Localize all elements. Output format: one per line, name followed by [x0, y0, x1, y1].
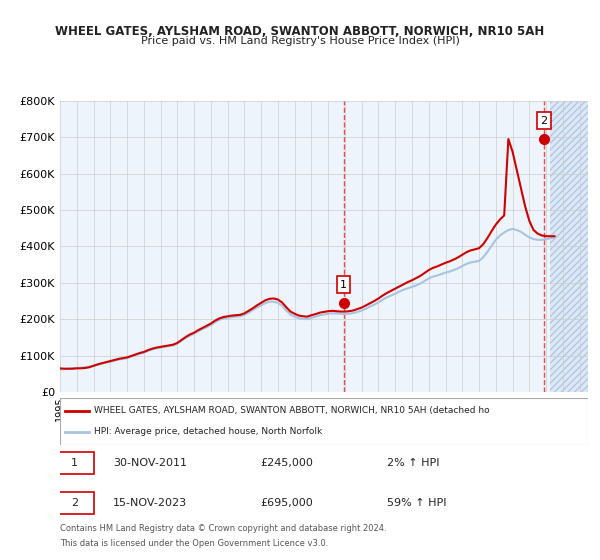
FancyBboxPatch shape — [55, 492, 94, 514]
FancyBboxPatch shape — [60, 398, 588, 445]
Text: 2: 2 — [541, 116, 548, 126]
Text: £695,000: £695,000 — [260, 498, 313, 508]
Text: This data is licensed under the Open Government Licence v3.0.: This data is licensed under the Open Gov… — [60, 539, 328, 548]
Text: 59% ↑ HPI: 59% ↑ HPI — [388, 498, 447, 508]
Text: 1: 1 — [340, 279, 347, 290]
Text: Price paid vs. HM Land Registry's House Price Index (HPI): Price paid vs. HM Land Registry's House … — [140, 36, 460, 46]
Text: 2% ↑ HPI: 2% ↑ HPI — [388, 458, 440, 468]
Text: £245,000: £245,000 — [260, 458, 314, 468]
Text: 15-NOV-2023: 15-NOV-2023 — [113, 498, 187, 508]
FancyBboxPatch shape — [55, 452, 94, 474]
Bar — [550, 101, 588, 392]
Text: Contains HM Land Registry data © Crown copyright and database right 2024.: Contains HM Land Registry data © Crown c… — [60, 524, 386, 533]
Text: 1: 1 — [71, 458, 78, 468]
Text: 2: 2 — [71, 498, 79, 508]
Text: WHEEL GATES, AYLSHAM ROAD, SWANTON ABBOTT, NORWICH, NR10 5AH (detached ho: WHEEL GATES, AYLSHAM ROAD, SWANTON ABBOT… — [94, 407, 490, 416]
Text: HPI: Average price, detached house, North Norfolk: HPI: Average price, detached house, Nort… — [94, 427, 323, 436]
Text: WHEEL GATES, AYLSHAM ROAD, SWANTON ABBOTT, NORWICH, NR10 5AH: WHEEL GATES, AYLSHAM ROAD, SWANTON ABBOT… — [55, 25, 545, 38]
Text: 30-NOV-2011: 30-NOV-2011 — [113, 458, 187, 468]
